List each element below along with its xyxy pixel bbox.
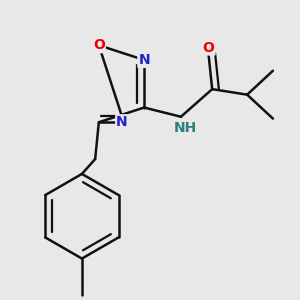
Text: N: N [138,53,150,67]
Text: N: N [116,115,128,129]
Text: O: O [93,38,105,52]
Text: NH: NH [174,121,197,135]
Text: O: O [202,40,214,55]
